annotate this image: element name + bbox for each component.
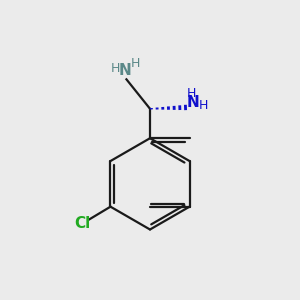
Text: H: H xyxy=(198,99,208,112)
Text: H: H xyxy=(187,87,196,100)
Text: Cl: Cl xyxy=(74,216,90,231)
Text: N: N xyxy=(186,94,199,110)
Text: N: N xyxy=(118,63,131,78)
Text: H: H xyxy=(111,62,120,75)
Text: H: H xyxy=(131,57,141,70)
